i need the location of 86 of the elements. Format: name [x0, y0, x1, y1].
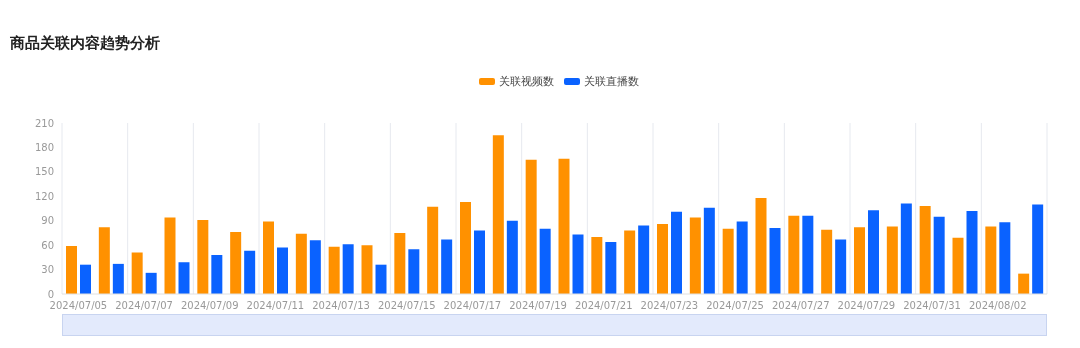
bar	[868, 210, 879, 294]
bar	[657, 223, 668, 294]
bar	[408, 249, 420, 294]
bar	[769, 228, 781, 294]
bar	[1018, 273, 1030, 294]
x-tick-label: 2024/07/05	[49, 300, 108, 312]
bar	[295, 233, 307, 294]
y-tick-label: 150	[34, 166, 54, 178]
bar	[919, 206, 931, 294]
bar	[145, 272, 157, 294]
bar	[900, 203, 912, 294]
bar	[506, 220, 518, 294]
bar	[591, 237, 603, 294]
bar	[985, 226, 997, 294]
chart-title: 商品关联内容趋势分析	[10, 34, 160, 53]
bar	[689, 217, 701, 294]
bar	[277, 247, 288, 294]
bar	[197, 219, 209, 294]
bar	[624, 230, 636, 294]
bar	[999, 222, 1011, 294]
x-tick-label: 2024/07/27	[771, 300, 830, 312]
bar	[427, 206, 439, 294]
bar	[539, 228, 551, 294]
bar	[131, 252, 143, 294]
x-tick-label: 2024/07/15	[377, 300, 436, 312]
bar	[952, 237, 964, 294]
bar	[966, 210, 978, 294]
y-tick-label: 180	[34, 141, 54, 153]
bar	[933, 216, 945, 294]
x-tick-label: 2024/07/07	[115, 300, 173, 312]
x-tick-label: 2024/07/13	[312, 300, 370, 312]
x-tick-label: 2024/07/19	[509, 300, 567, 312]
legend-label: 关联直播数	[582, 74, 639, 89]
x-tick-label: 2024/07/31	[903, 300, 961, 312]
bar	[755, 197, 767, 294]
bar	[178, 262, 190, 294]
y-tick-label: 90	[41, 215, 54, 227]
y-tick-label: 120	[34, 190, 54, 202]
x-tick-label: 2024/07/21	[574, 300, 633, 312]
bar	[460, 201, 471, 294]
bar	[558, 158, 570, 294]
bar	[835, 239, 847, 294]
bar	[492, 135, 504, 294]
bar	[441, 239, 453, 294]
bar	[474, 230, 485, 294]
bar	[572, 234, 584, 294]
bar	[605, 241, 617, 294]
y-tick-label: 30	[41, 264, 54, 276]
x-tick-label: 2024/08/02	[968, 300, 1027, 312]
bar	[263, 221, 274, 294]
x-tick-label: 2024/07/11	[246, 300, 305, 312]
x-tick-label: 2024/07/09	[180, 300, 239, 312]
bar	[394, 232, 406, 294]
bar	[112, 263, 124, 294]
bar	[525, 159, 537, 294]
y-tick-label: 210	[34, 117, 54, 129]
bar	[375, 264, 387, 294]
bar	[802, 215, 814, 294]
y-tick-label: 60	[41, 239, 54, 251]
bar	[886, 226, 898, 294]
bar	[244, 250, 256, 294]
x-tick-label: 2024/07/29	[837, 300, 896, 312]
bar	[80, 264, 91, 294]
bar	[342, 244, 354, 294]
bar	[788, 215, 800, 294]
bar	[736, 221, 748, 294]
bar	[854, 227, 865, 294]
bar	[1032, 204, 1044, 294]
bar	[328, 246, 340, 294]
bar	[164, 217, 176, 294]
bar	[66, 245, 77, 294]
bar	[671, 211, 682, 294]
bar	[638, 225, 650, 294]
bar	[722, 228, 734, 294]
bar	[821, 229, 833, 294]
x-tick-label: 2024/07/23	[640, 300, 699, 312]
bar	[703, 207, 715, 294]
bar	[98, 227, 110, 294]
x-tick-label: 2024/07/25	[706, 300, 764, 312]
legend-label: 关联视频数	[497, 74, 554, 89]
bar	[211, 254, 223, 294]
x-tick-label: 2024/07/17	[443, 300, 502, 312]
bar	[361, 245, 373, 294]
bar	[230, 232, 242, 294]
bar	[309, 240, 321, 294]
y-tick-label: 0	[47, 288, 54, 300]
